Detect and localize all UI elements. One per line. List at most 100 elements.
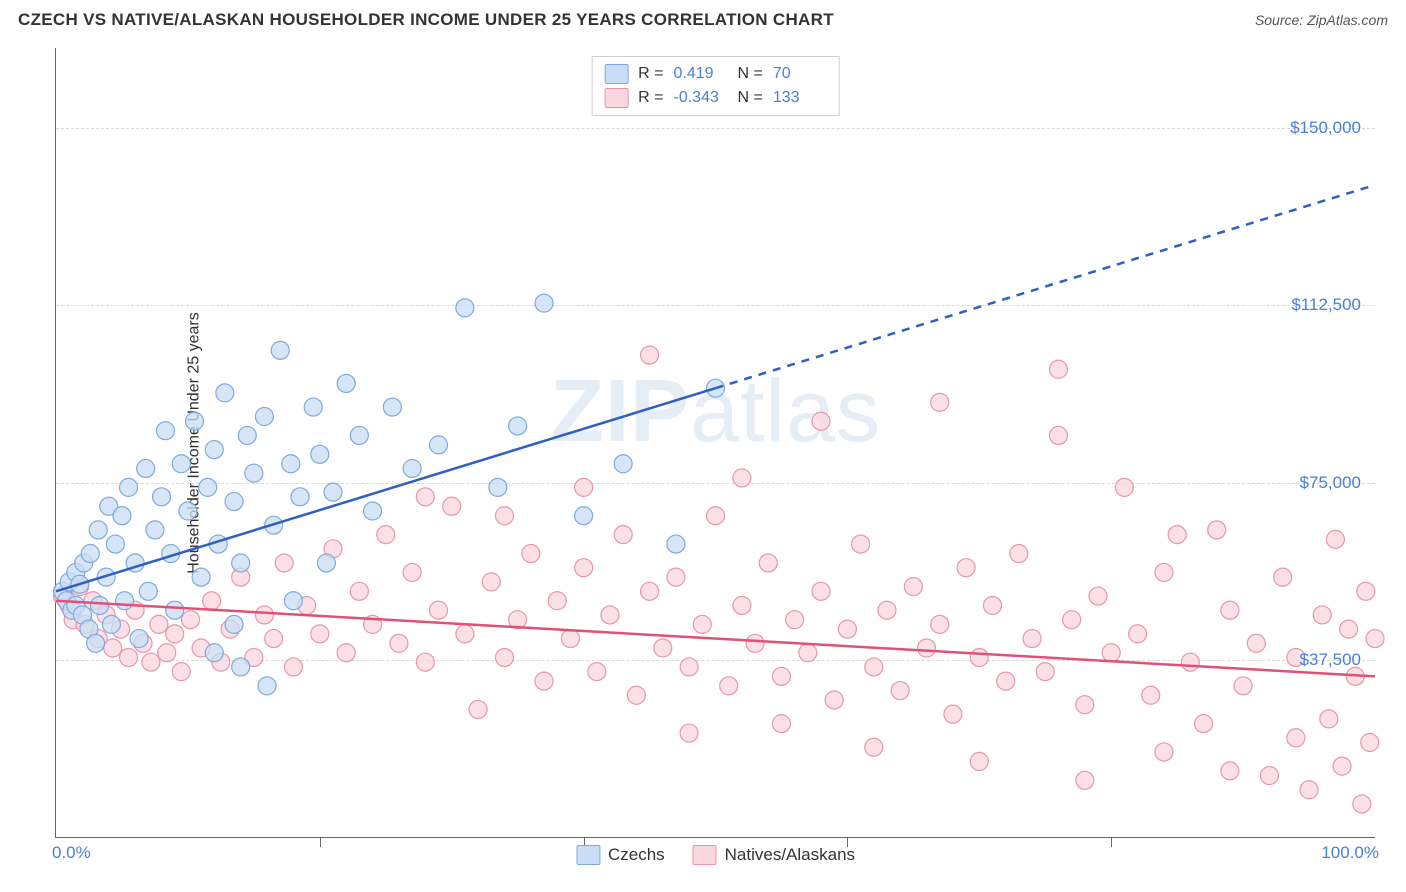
data-point	[931, 393, 949, 411]
chart-title: CZECH VS NATIVE/ALASKAN HOUSEHOLDER INCO…	[18, 10, 834, 29]
data-point	[158, 644, 176, 662]
data-point	[291, 488, 309, 506]
data-point	[772, 715, 790, 733]
data-point	[403, 459, 421, 477]
data-point	[575, 559, 593, 577]
trend-line	[56, 388, 716, 591]
x-tick	[1111, 837, 1112, 847]
y-tick-label: $112,500	[1291, 295, 1361, 315]
data-point	[970, 752, 988, 770]
data-point	[1313, 606, 1331, 624]
data-point	[337, 374, 355, 392]
data-point	[1326, 530, 1344, 548]
data-point	[575, 478, 593, 496]
data-point	[245, 464, 263, 482]
legend-swatch-natives	[693, 845, 717, 865]
data-point	[116, 592, 134, 610]
data-point	[238, 426, 256, 444]
data-point	[720, 677, 738, 695]
data-point	[944, 705, 962, 723]
data-point	[205, 441, 223, 459]
data-point	[1076, 771, 1094, 789]
data-point	[997, 672, 1015, 690]
data-point	[931, 615, 949, 633]
data-point	[255, 408, 273, 426]
data-point	[137, 459, 155, 477]
data-point	[1036, 663, 1054, 681]
data-point	[733, 596, 751, 614]
data-point	[588, 663, 606, 681]
legend-item-czechs: Czechs	[576, 845, 665, 865]
data-point	[166, 601, 184, 619]
data-point	[456, 299, 474, 317]
data-point	[102, 615, 120, 633]
data-point	[1361, 734, 1379, 752]
data-point	[146, 521, 164, 539]
stats-row-czechs: R = 0.419 N = 70	[604, 62, 827, 86]
data-point	[179, 502, 197, 520]
y-tick-label: $75,000	[1300, 473, 1361, 493]
data-point	[495, 648, 513, 666]
data-point	[1181, 653, 1199, 671]
data-point	[255, 606, 273, 624]
data-point	[1129, 625, 1147, 643]
data-point	[81, 545, 99, 563]
data-point	[1366, 630, 1384, 648]
data-point	[667, 568, 685, 586]
stats-legend: R = 0.419 N = 70 R = -0.343 N = 133	[591, 56, 840, 116]
data-point	[812, 412, 830, 430]
data-point	[654, 639, 672, 657]
data-point	[535, 672, 553, 690]
data-point	[614, 526, 632, 544]
data-point	[377, 526, 395, 544]
data-point	[667, 535, 685, 553]
data-point	[87, 634, 105, 652]
data-point	[904, 578, 922, 596]
data-point	[89, 521, 107, 539]
series-legend: Czechs Natives/Alaskans	[576, 845, 855, 865]
data-point	[205, 644, 223, 662]
data-point	[364, 502, 382, 520]
data-point	[1049, 426, 1067, 444]
data-point	[746, 634, 764, 652]
data-point	[641, 582, 659, 600]
data-point	[130, 630, 148, 648]
data-point	[957, 559, 975, 577]
data-point	[1115, 478, 1133, 496]
data-point	[91, 596, 109, 614]
data-point	[104, 639, 122, 657]
data-point	[522, 545, 540, 563]
data-point	[1353, 795, 1371, 813]
data-point	[1221, 762, 1239, 780]
data-point	[304, 398, 322, 416]
data-point	[852, 535, 870, 553]
data-point	[1023, 630, 1041, 648]
data-point	[614, 455, 632, 473]
data-point	[443, 497, 461, 515]
data-point	[139, 582, 157, 600]
legend-item-natives: Natives/Alaskans	[693, 845, 855, 865]
data-point	[482, 573, 500, 591]
legend-label-czechs: Czechs	[608, 845, 665, 865]
data-point	[156, 422, 174, 440]
data-point	[1049, 360, 1067, 378]
data-point	[225, 615, 243, 633]
data-point	[799, 644, 817, 662]
data-point	[575, 507, 593, 525]
data-point	[1320, 710, 1338, 728]
data-point	[1260, 767, 1278, 785]
data-point	[627, 686, 645, 704]
data-point	[1333, 757, 1351, 775]
data-point	[772, 667, 790, 685]
data-point	[469, 700, 487, 718]
data-point	[1089, 587, 1107, 605]
data-point	[153, 488, 171, 506]
data-point	[918, 639, 936, 657]
source-attribution: Source: ZipAtlas.com	[1255, 12, 1388, 28]
data-point	[693, 615, 711, 633]
data-point	[203, 592, 221, 610]
data-point	[786, 611, 804, 629]
data-point	[232, 658, 250, 676]
data-point	[456, 625, 474, 643]
data-point	[707, 507, 725, 525]
